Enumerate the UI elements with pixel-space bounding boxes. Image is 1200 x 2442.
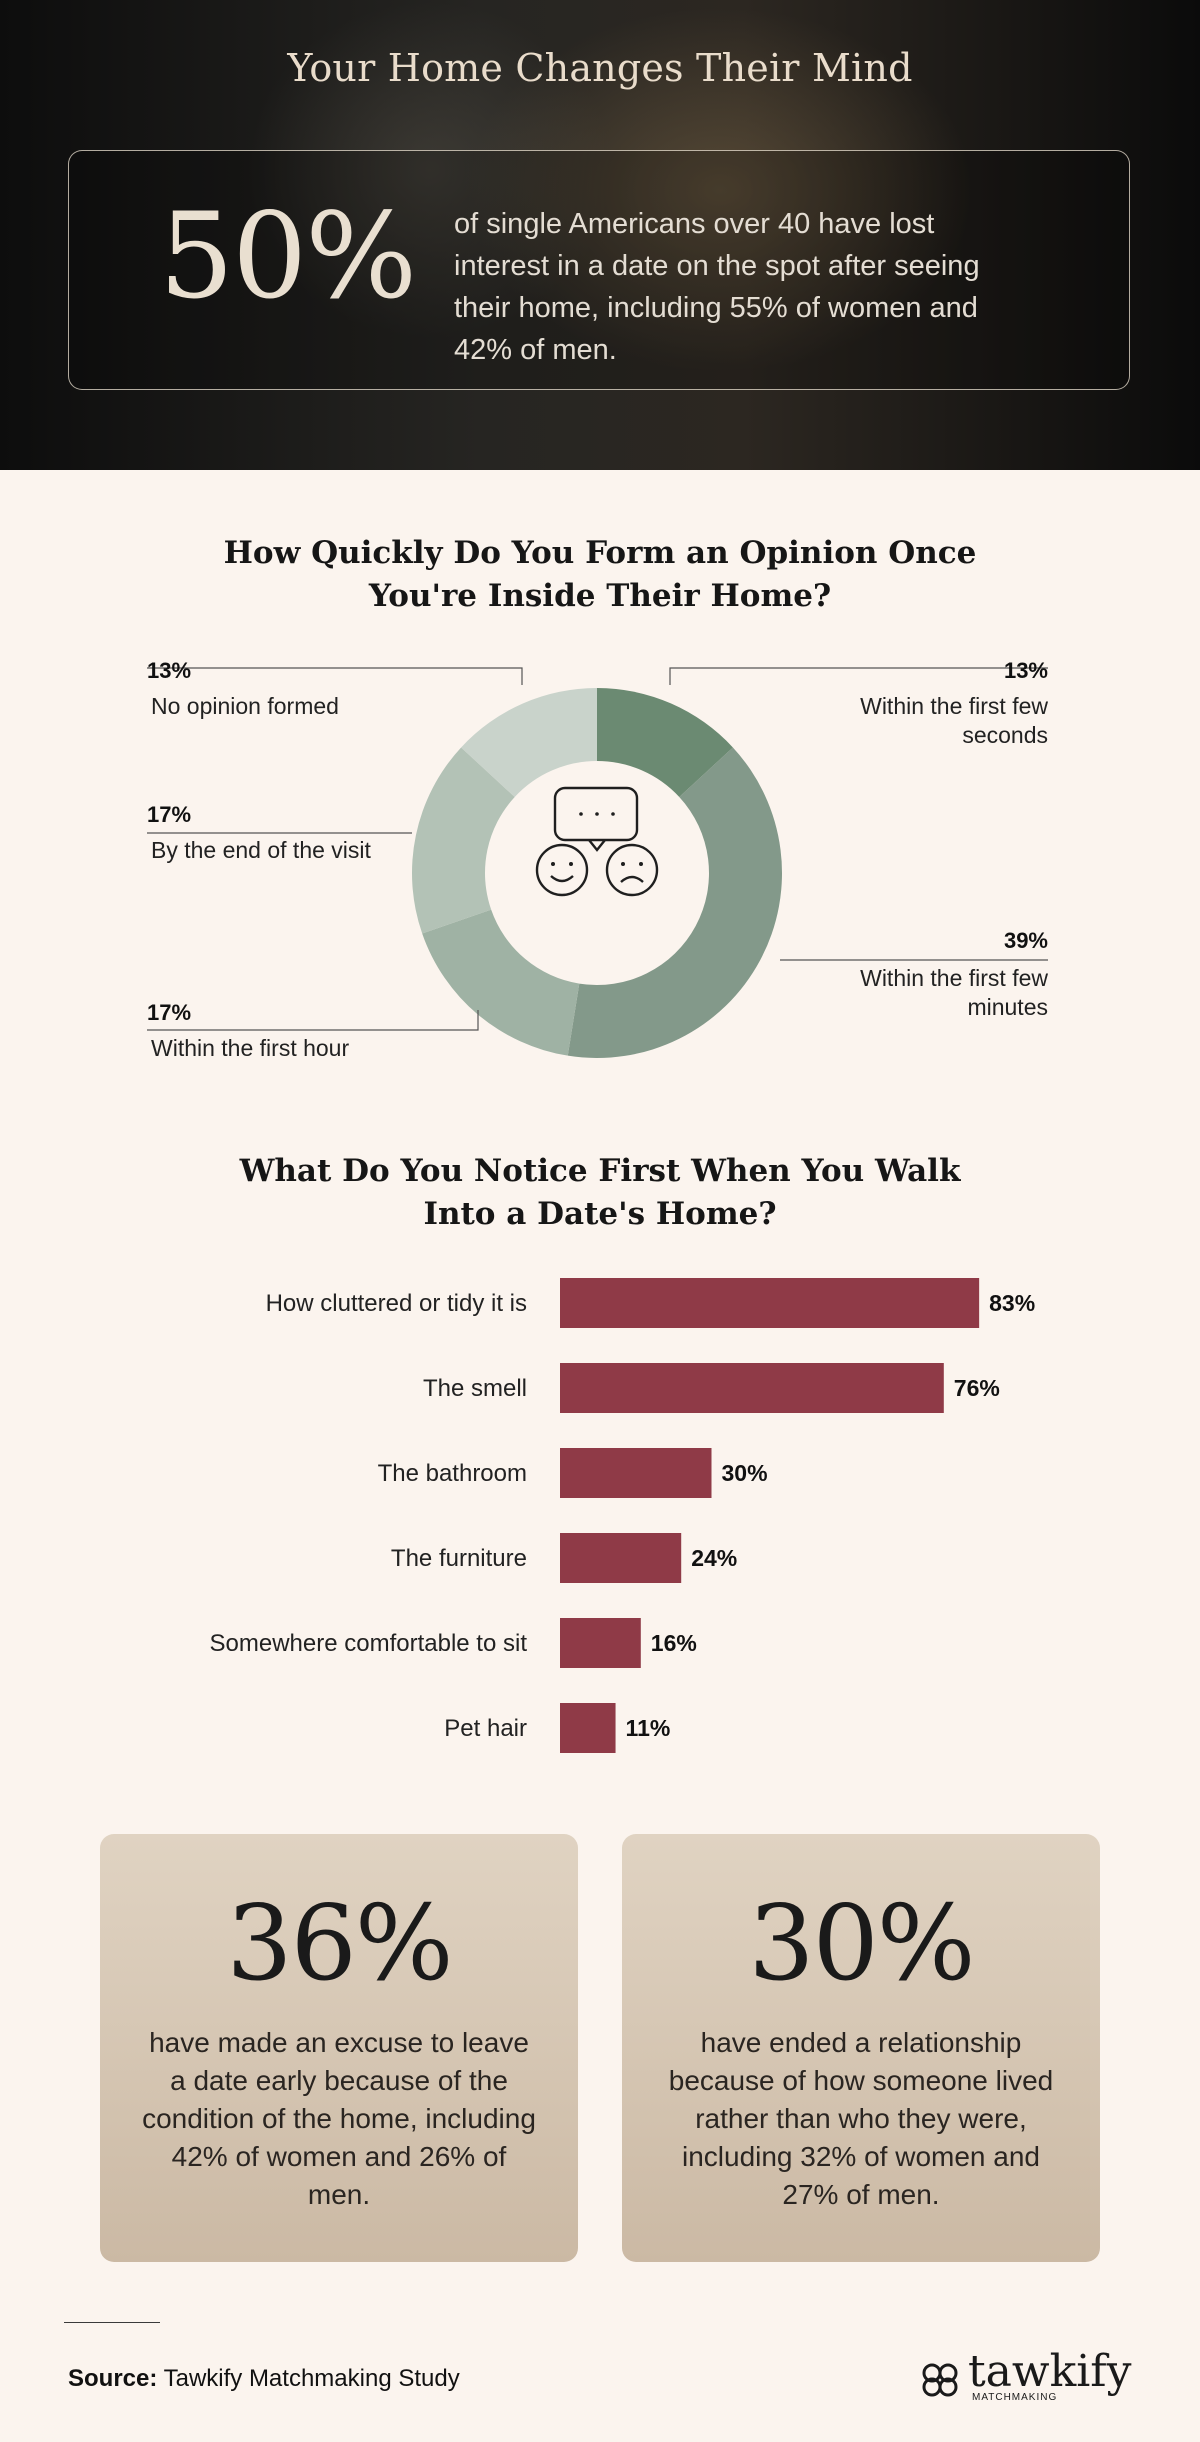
chat-and-faces-icon [535,786,659,897]
slice-value-label: 13% [147,658,192,683]
bar [560,1703,616,1753]
bar-category-label: How cluttered or tidy it is [266,1290,527,1317]
stat-card-text: have ended a relationship because of how… [668,2027,1054,2210]
bar-chart: How cluttered or tidy it is 83% The smell 7… [210,1278,1035,1753]
bar-value-label: 30% [722,1460,768,1486]
hero-stat-value: 50% [159,187,417,325]
hero-stat-box: 50% of single Americans over 40 have los… [68,150,1130,390]
hero-stat-text: of single Americans over 40 have lost in… [454,208,980,366]
stat-card: 30% have ended a relationship because of… [622,1834,1100,2262]
bar-category-label: The smell [423,1375,527,1402]
hero-title: Your Home Changes Their Mind [287,46,913,90]
stat-card-text: have made an excuse to leave a date earl… [142,2027,536,2210]
slice-value-label: 17% [147,802,192,827]
source-label: Source: [68,2365,158,2392]
footer-divider [64,2322,160,2323]
bar-category-label: Pet hair [444,1715,527,1742]
bar-value-label: 16% [651,1630,697,1656]
leader-line [147,667,523,685]
donut-slice [422,909,580,1056]
donut-slice [461,688,597,798]
source-line: Source: Tawkify Matchmaking Study [68,2365,460,2393]
donut-title-line-2: You're Inside Their Home? [368,578,832,614]
leader-line [669,667,1048,685]
donut-slice [597,688,733,798]
bar-title-line-1: What Do You Notice First When You Walk [239,1153,961,1189]
slice-category-label: Within the first hour [151,1035,350,1061]
donut-slice [412,747,515,934]
bar-title-line-2: Into a Date's Home? [423,1196,777,1232]
logo-knot-icon [922,2363,958,2397]
bar [560,1448,712,1498]
donut-chart-title: How Quickly Do You Form an Opinion Once … [0,532,1200,618]
slice-category-label: By the end of the visit [151,837,371,863]
stat-card-value: 36% [226,1882,453,2004]
bar-value-label: 24% [691,1545,737,1571]
bar-value-label: 11% [626,1715,671,1741]
source-text: Tawkify Matchmaking Study [163,2365,460,2392]
bar-value-label: 76% [954,1375,1000,1401]
bar-category-label: Somewhere comfortable to sit [210,1630,528,1657]
bar-value-label: 83% [989,1290,1035,1316]
bar-chart-title: What Do You Notice First When You Walk I… [0,1150,1200,1236]
bar [560,1278,980,1328]
slice-value-label: 17% [147,1000,192,1025]
donut-slice [567,747,782,1058]
hero-banner: Your Home Changes Their Mind 50% of sing… [0,0,1200,470]
slice-category-label: No opinion formed [151,693,339,719]
bar-category-label: The furniture [391,1545,527,1572]
stat-card-value: 30% [748,1882,975,2004]
slice-value-label: 39% [1003,928,1048,953]
slice-category-label: Within the first few seconds [860,693,1048,748]
slice-category-label: Within the first few minutes [860,965,1048,1020]
bar [560,1618,641,1668]
slice-value-label: 13% [1003,658,1048,683]
tawkify-logo: tawkify MATCHMAKING [920,2346,1140,2412]
bar [560,1363,944,1413]
bar [560,1533,682,1583]
stat-card: 36% have made an excuse to leave a date … [100,1834,578,2262]
donut-chart [147,667,1048,1058]
bar-category-label: The bathroom [378,1460,527,1487]
logo-subtitle: MATCHMAKING [972,2392,1058,2403]
donut-title-line-1: How Quickly Do You Form an Opinion Once [223,535,977,571]
logo-wordmark: tawkify [968,2346,1132,2397]
leader-line [147,1010,479,1031]
